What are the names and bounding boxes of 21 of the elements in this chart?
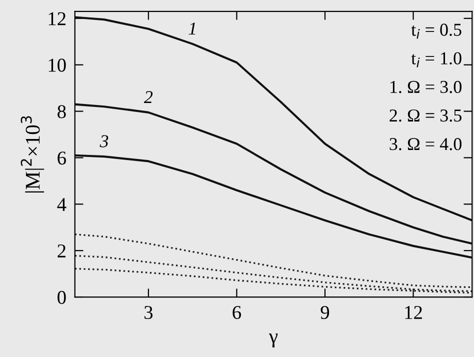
y-tick-label: 8 <box>58 105 66 118</box>
annotation: 1 <box>188 22 196 35</box>
x-tick-label: 9 <box>320 306 330 320</box>
annotation: t$_{i}$ = 1.0 <box>411 52 462 68</box>
annotation: 2. Ω = 3.5 <box>390 109 462 122</box>
y-tick-label: 10 <box>48 58 66 72</box>
y-tick-label: 4 <box>57 198 66 211</box>
x-tick-label: 3 <box>144 306 153 320</box>
y-tick-label: 0 <box>58 290 66 304</box>
annotation: 3. Ω = 4.0 <box>390 138 462 150</box>
x-axis-title: γ <box>268 333 278 348</box>
annotation: t$_{i}$ = 0.5 <box>411 24 462 39</box>
x-tick-label: 12 <box>405 306 422 319</box>
annotation: 2 <box>144 91 153 104</box>
y-tick-label: 6 <box>58 152 66 165</box>
y-tick-label: 2 <box>58 244 66 258</box>
y-tick-label: 12 <box>48 12 66 26</box>
annotation: 3 <box>100 135 108 148</box>
x-tick-label: 6 <box>232 306 241 320</box>
y-axis-title: |M|$^{2}$×10$^{3}$ <box>20 116 44 192</box>
annotation: 1. Ω = 3.0 <box>390 80 462 94</box>
